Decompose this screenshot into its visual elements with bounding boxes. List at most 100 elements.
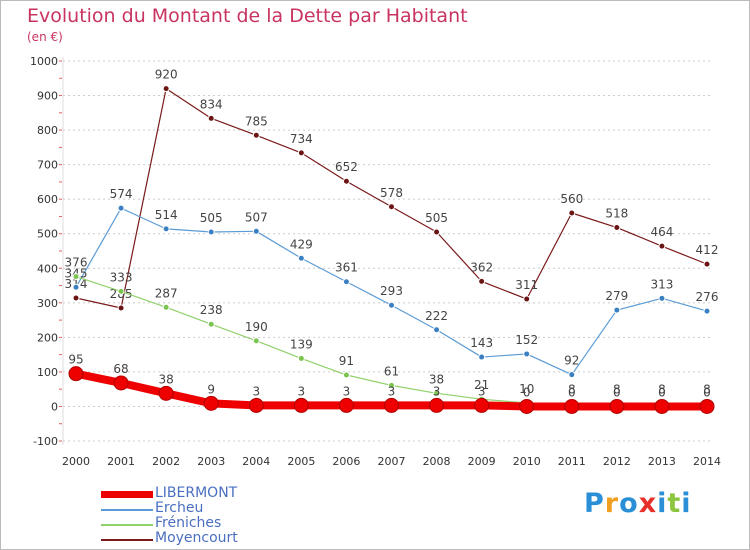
data-label-freniches: 8 xyxy=(658,383,666,397)
x-tick-label: 2008 xyxy=(423,455,451,468)
data-point-moyencourt xyxy=(658,242,666,250)
data-label-libermont: 0 xyxy=(568,385,576,399)
data-point-moyencourt xyxy=(207,114,215,122)
data-point-moyencourt xyxy=(72,294,80,302)
data-point-freniches xyxy=(433,389,441,397)
proxiti-logo: Proxiti xyxy=(584,488,692,519)
data-label-freniches: 287 xyxy=(155,286,178,300)
data-label-freniches: 8 xyxy=(613,383,621,397)
data-point-libermont xyxy=(158,385,174,401)
data-label-freniches: 333 xyxy=(110,270,133,284)
data-label-freniches: 10 xyxy=(519,382,534,396)
data-point-freniches xyxy=(162,303,170,311)
y-tick-label: 1000 xyxy=(30,55,58,68)
legend-label-libermont: LIBERMONT xyxy=(155,485,238,501)
data-point-moyencourt xyxy=(117,304,125,312)
data-point-moyencourt xyxy=(162,85,170,93)
y-tick-label: 100 xyxy=(37,366,58,379)
data-point-libermont xyxy=(429,397,445,413)
data-label-libermont: 68 xyxy=(113,362,128,376)
x-tick-label: 2005 xyxy=(287,455,315,468)
data-point-libermont xyxy=(68,366,84,382)
data-label-libermont: 0 xyxy=(523,385,531,399)
data-point-ercheu xyxy=(433,326,441,334)
x-tick-label: 2011 xyxy=(558,455,586,468)
data-label-ercheu: 429 xyxy=(290,237,313,251)
y-tick-label: 200 xyxy=(37,331,58,344)
y-tick-label: 0 xyxy=(51,400,58,413)
data-point-libermont xyxy=(699,398,715,414)
chart-title: Evolution du Montant de la Dette par Hab… xyxy=(27,5,468,27)
data-point-libermont xyxy=(248,397,264,413)
data-point-ercheu xyxy=(342,278,350,286)
data-point-moyencourt xyxy=(703,260,711,268)
data-point-ercheu xyxy=(162,225,170,233)
data-point-ercheu xyxy=(613,306,621,314)
unit-label: (en €) xyxy=(27,30,63,44)
data-point-freniches xyxy=(297,354,305,362)
data-point-libermont xyxy=(384,397,399,413)
legend-swatch-libermont xyxy=(101,491,153,498)
data-label-ercheu: 507 xyxy=(245,210,268,224)
data-point-moyencourt xyxy=(523,295,531,303)
data-point-freniches xyxy=(72,273,80,281)
legend-label-freniches: Fréniches xyxy=(155,515,222,531)
data-label-moyencourt: 362 xyxy=(470,260,493,274)
y-tick-label: 600 xyxy=(37,193,58,206)
data-point-ercheu xyxy=(388,301,395,309)
data-label-freniches: 61 xyxy=(384,364,399,378)
data-label-freniches: 8 xyxy=(568,383,576,397)
y-tick-label: -100 xyxy=(33,435,58,448)
logo-letter: i xyxy=(657,488,668,519)
data-point-freniches xyxy=(342,371,350,379)
data-label-moyencourt: 652 xyxy=(335,160,358,174)
data-label-freniches: 376 xyxy=(65,256,88,270)
data-label-freniches: 91 xyxy=(339,354,354,368)
data-label-freniches: 190 xyxy=(245,320,268,334)
data-point-moyencourt xyxy=(568,209,576,217)
data-label-moyencourt: 920 xyxy=(155,68,178,82)
data-label-ercheu: 361 xyxy=(335,261,358,275)
x-tick-label: 2013 xyxy=(648,455,676,468)
data-label-freniches: 21 xyxy=(474,378,489,392)
data-label-libermont: 0 xyxy=(613,385,621,399)
data-label-ercheu: 505 xyxy=(200,211,223,225)
data-point-libermont xyxy=(293,397,309,413)
data-point-libermont xyxy=(654,398,670,414)
data-label-ercheu: 143 xyxy=(470,336,493,350)
data-point-ercheu xyxy=(658,294,666,302)
data-point-ercheu xyxy=(703,307,711,315)
data-point-libermont xyxy=(113,375,129,391)
data-label-moyencourt: 518 xyxy=(605,207,628,221)
data-label-ercheu: 574 xyxy=(110,187,133,201)
data-label-ercheu: 152 xyxy=(515,333,538,347)
data-point-libermont xyxy=(564,398,580,414)
logo-letter: t xyxy=(667,488,682,519)
data-label-freniches: 8 xyxy=(703,383,711,397)
y-tick-label: 700 xyxy=(37,159,58,172)
x-tick-label: 2009 xyxy=(468,455,496,468)
legend-swatch-ercheu xyxy=(101,509,153,511)
data-point-ercheu xyxy=(117,204,125,212)
data-point-moyencourt xyxy=(478,277,486,285)
data-point-libermont xyxy=(338,397,354,413)
data-point-freniches xyxy=(252,337,260,345)
x-tick-label: 2004 xyxy=(242,455,270,468)
data-label-moyencourt: 311 xyxy=(515,278,538,292)
data-point-moyencourt xyxy=(342,177,350,185)
y-tick-label: 300 xyxy=(37,297,58,310)
data-label-moyencourt: 464 xyxy=(650,225,673,239)
data-label-moyencourt: 834 xyxy=(200,97,223,111)
legend-swatch-freniches xyxy=(101,524,153,526)
y-tick-label: 500 xyxy=(37,228,58,241)
data-label-libermont: 0 xyxy=(658,385,666,399)
data-point-moyencourt xyxy=(388,203,395,211)
y-tick-label: 800 xyxy=(37,124,58,137)
logo-letter: o xyxy=(619,488,639,519)
data-point-ercheu xyxy=(568,371,576,379)
logo-letter: x xyxy=(638,488,658,519)
data-point-libermont xyxy=(474,397,490,413)
data-point-ercheu xyxy=(478,353,486,361)
legend-swatch-moyencourt xyxy=(101,539,153,541)
